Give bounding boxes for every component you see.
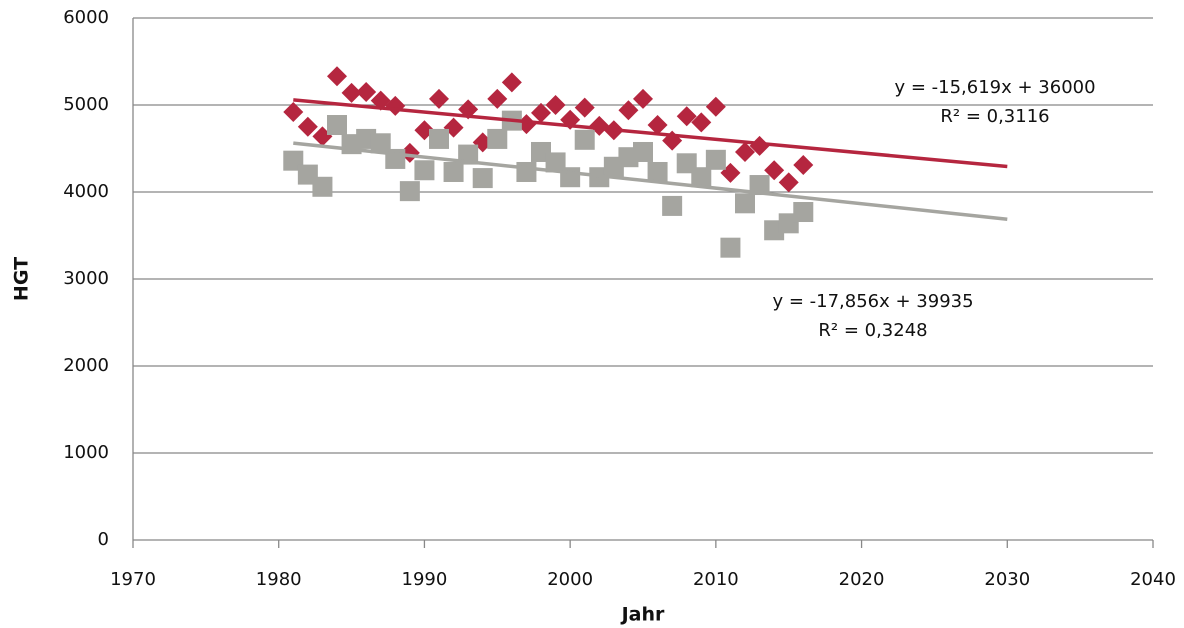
diamond-point — [705, 96, 726, 117]
square-point — [414, 160, 435, 181]
diamond-point — [356, 81, 377, 102]
diamond-point — [574, 97, 595, 118]
square-point — [691, 167, 712, 188]
y-axis-title: HGT — [11, 257, 33, 301]
y-tick-label: 5000 — [63, 94, 109, 115]
square-point — [429, 128, 449, 149]
diamond-point — [531, 102, 551, 123]
y-tick-label: 1000 — [63, 442, 109, 463]
square-point — [370, 133, 391, 154]
diamond-point — [589, 115, 610, 136]
diamond-point — [283, 101, 304, 122]
trend-equation: R² = 0,3116 — [940, 106, 1049, 127]
square-point — [327, 115, 347, 136]
square-point — [647, 161, 668, 182]
diamond-point — [501, 72, 522, 93]
square-point — [720, 237, 741, 258]
diamond-point — [793, 155, 814, 176]
square-point — [516, 161, 537, 182]
diamond-point — [327, 66, 347, 87]
x-tick-label: 1970 — [110, 569, 156, 590]
diamond-point — [691, 112, 712, 133]
diamond-point — [341, 82, 362, 103]
trend-line — [293, 98, 1008, 169]
diamond-point — [633, 88, 653, 109]
square-point — [312, 176, 333, 197]
square-point — [749, 175, 770, 196]
square-point — [705, 149, 726, 170]
diamond-point — [545, 95, 566, 115]
diamond-point — [647, 115, 668, 136]
y-tick-label: 3000 — [63, 268, 109, 289]
diamond-point — [778, 172, 799, 193]
trend-equation: y = -17,856x + 39935 — [772, 291, 973, 312]
square-point — [793, 202, 814, 223]
diamond-point — [676, 106, 697, 127]
y-tick-label: 6000 — [63, 7, 109, 28]
square-point — [633, 141, 653, 162]
x-tick-label: 2020 — [839, 569, 885, 590]
square-point — [399, 181, 420, 202]
trend-equation: y = -15,619x + 36000 — [894, 77, 1095, 98]
y-tick-label: 0 — [98, 529, 109, 550]
y-tick-label: 4000 — [63, 181, 109, 202]
diamond-point — [297, 116, 318, 137]
x-tick-label: 2040 — [1130, 569, 1176, 590]
diamond-point — [429, 88, 449, 109]
x-tick-label: 2030 — [984, 569, 1030, 590]
x-tick-label: 2010 — [693, 569, 739, 590]
square-point — [735, 193, 755, 214]
square-point — [662, 195, 683, 216]
square-point — [574, 129, 595, 150]
diamond-point — [487, 88, 508, 109]
x-tick-label: 1980 — [256, 569, 302, 590]
diamond-point — [735, 141, 755, 162]
x-axis-title: Jahr — [620, 604, 665, 626]
diamond-point — [749, 135, 770, 156]
y-tick-label: 2000 — [63, 355, 109, 376]
diamond-point — [618, 100, 639, 121]
square-point — [443, 161, 464, 182]
x-tick-label: 2000 — [547, 569, 593, 590]
square-point — [487, 128, 508, 149]
square-point — [472, 168, 493, 189]
trend-equation: R² = 0,3248 — [818, 320, 927, 341]
trend-line — [293, 141, 1008, 221]
x-tick-label: 1990 — [402, 569, 448, 590]
